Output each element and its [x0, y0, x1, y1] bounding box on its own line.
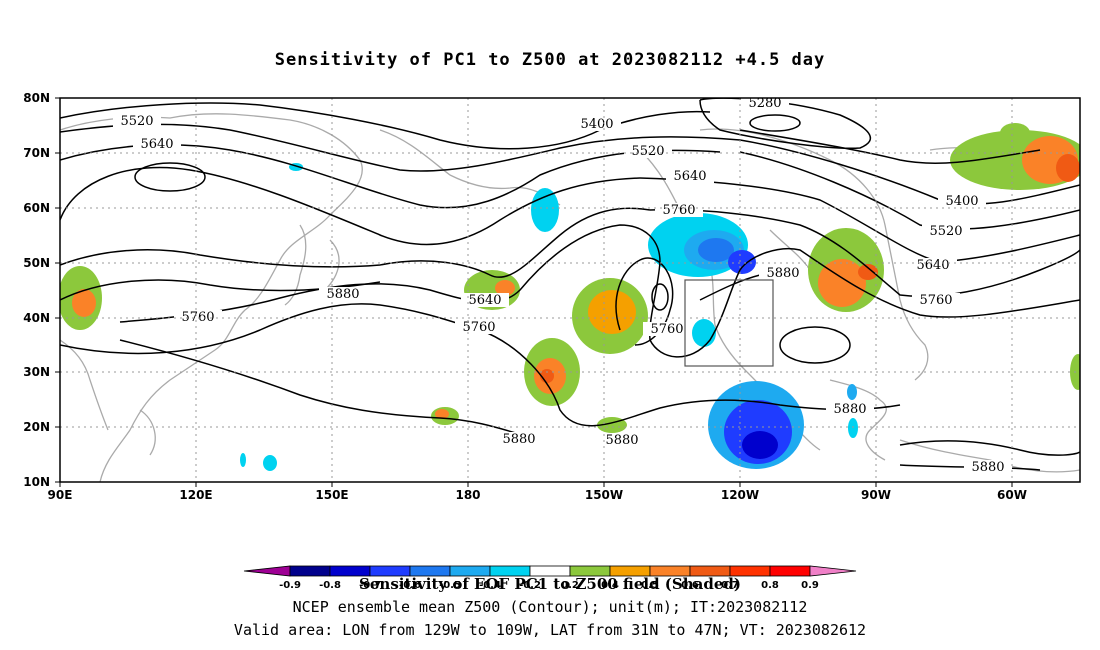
colorbar-tick-label: -0.6	[399, 580, 421, 591]
colorbar-tick-label: -0.4	[479, 580, 501, 591]
longitude-labels: 90E 120E 150E 180 150W 120W 90W 60W	[48, 488, 1027, 502]
lon-label: 120W	[721, 488, 759, 502]
colorbar-tick-label: 0.4	[601, 580, 619, 591]
contour-label: 5640	[909, 258, 957, 273]
svg-text:5760: 5760	[662, 203, 695, 218]
lat-label: 10N	[23, 475, 50, 489]
colorbar-tick-label: 0.5	[641, 580, 659, 591]
contour-labels: 5280 5400 5520 5640 5760 5880	[113, 96, 1012, 475]
lat-label: 50N	[23, 256, 50, 270]
lat-label: 30N	[23, 365, 50, 379]
colorbar-tick-label: 0.9	[801, 580, 819, 591]
colorbar-swatches	[243, 565, 857, 577]
contour-label: 5880	[598, 433, 646, 448]
contour-label: 5520	[624, 144, 672, 159]
colorbar: -0.9 -0.8 -0.7 -0.6 -0.5 -0.4 -0.2 0.2 0.4 0.5 0.6…	[243, 565, 857, 591]
colorbar-tick-label: 0.6	[681, 580, 699, 591]
svg-text:5760: 5760	[462, 320, 495, 335]
lon-label: 180	[455, 488, 480, 502]
svg-text:5880: 5880	[766, 266, 799, 281]
colorbar-tick-label: 0.2	[561, 580, 579, 591]
caption-valid-area: Valid area: LON from 129W to 109W, LAT f…	[233, 621, 867, 639]
lat-label: 60N	[23, 201, 50, 215]
contour-label: 5760	[912, 293, 960, 308]
svg-text:5280: 5280	[748, 96, 781, 111]
lon-label: 90E	[48, 488, 73, 502]
lon-label: 150W	[585, 488, 623, 502]
lat-label: 40N	[23, 311, 50, 325]
svg-text:5880: 5880	[326, 287, 359, 302]
z500-contours	[60, 98, 1080, 471]
contour-label: 5880	[759, 266, 807, 281]
contour-label: 5280	[741, 96, 789, 111]
contour-label: 5760	[455, 320, 503, 335]
contour-label: 5520	[922, 224, 970, 239]
svg-text:5640: 5640	[916, 258, 949, 273]
colorbar-tick-label: -0.9	[279, 580, 301, 591]
svg-text:5640: 5640	[468, 293, 501, 308]
svg-text:5880: 5880	[605, 433, 638, 448]
svg-text:5640: 5640	[140, 137, 173, 152]
svg-text:5760: 5760	[650, 322, 683, 337]
contour-label: 5880	[964, 460, 1012, 475]
lon-label: 60W	[997, 488, 1027, 502]
lat-label: 80N	[23, 91, 50, 105]
svg-text:5520: 5520	[631, 144, 664, 159]
shaded-negative-regions	[240, 163, 858, 471]
shaded-sensitivity	[60, 123, 1080, 471]
contour-label: 5640	[461, 293, 509, 308]
contour-label: 5400	[573, 117, 621, 132]
contour-label: 5640	[133, 137, 181, 152]
latitude-labels: 80N 70N 60N 50N 40N 30N 20N 10N	[23, 91, 50, 489]
svg-text:5400: 5400	[945, 194, 978, 209]
colorbar-arrow-right	[809, 565, 857, 577]
shaded-positive-regions	[60, 123, 1080, 433]
contour-label: 5640	[666, 169, 714, 184]
svg-text:5640: 5640	[673, 169, 706, 184]
colorbar-tick-label: 0.8	[761, 580, 779, 591]
map-title: Sensitivity of PC1 to Z500 at 2023082112…	[274, 50, 826, 70]
colorbar-tick-label: -0.2	[519, 580, 541, 591]
caption-contour-info: NCEP ensemble mean Z500 (Contour); unit(…	[292, 598, 808, 616]
lon-label: 150E	[315, 488, 348, 502]
lat-label: 20N	[23, 420, 50, 434]
contour-label: 5760	[655, 203, 703, 218]
map-frame	[59, 97, 1081, 483]
colorbar-tick-label: -0.8	[319, 580, 341, 591]
contour-label: 5880	[826, 402, 874, 417]
contour-label: 5400	[938, 194, 986, 209]
contour-label: 5880	[495, 432, 543, 447]
contour-label: 5520	[113, 114, 161, 129]
svg-text:5520: 5520	[929, 224, 962, 239]
svg-text:5880: 5880	[502, 432, 535, 447]
colorbar-tick-label: -0.7	[359, 580, 381, 591]
svg-text:5760: 5760	[919, 293, 952, 308]
gridlines	[60, 98, 1080, 482]
colorbar-tick-labels: -0.9 -0.8 -0.7 -0.6 -0.5 -0.4 -0.2 0.2 0.4 0.5 0.6…	[279, 580, 819, 591]
lat-label: 70N	[23, 146, 50, 160]
colorbar-tick-label: 0.7	[721, 580, 739, 591]
lon-label: 120E	[179, 488, 212, 502]
axis-ticks	[55, 97, 1013, 487]
svg-text:5400: 5400	[580, 117, 613, 132]
valid-area-box	[684, 279, 774, 367]
svg-text:5880: 5880	[833, 402, 866, 417]
svg-text:5520: 5520	[120, 114, 153, 129]
lon-label: 90W	[861, 488, 891, 502]
colorbar-tick-label: -0.5	[439, 580, 461, 591]
contour-label: 5760	[643, 322, 691, 337]
contour-label: 5880	[319, 287, 367, 302]
colorbar-title: Sensitivity of EOF PC1 to Z500 field (Sh…	[359, 575, 741, 593]
svg-text:5880: 5880	[971, 460, 1004, 475]
